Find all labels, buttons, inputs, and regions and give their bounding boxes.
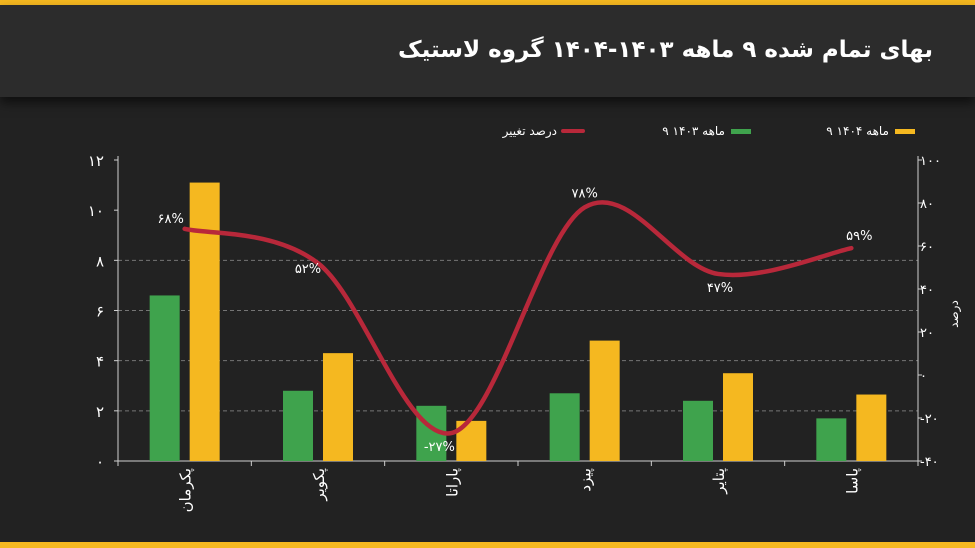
y-right-axis-label: درصد	[947, 300, 962, 328]
y-right-tick-label: ۰	[920, 369, 927, 384]
line-data-label: -۲۷%	[424, 440, 455, 455]
category-label: پتایر	[710, 468, 729, 495]
y-left-tick-label: ۶	[96, 303, 104, 321]
bar-1403	[549, 393, 580, 461]
y-right-tick-label: ۱۰۰	[920, 154, 941, 169]
category-label: پیزد	[577, 468, 596, 492]
line-data-label: ۵۲%	[295, 262, 321, 277]
bar-1404	[589, 340, 620, 461]
category-label: پکویر	[310, 468, 329, 502]
y-left-tick-label: ۸	[96, 252, 104, 270]
bar-1404	[323, 353, 353, 461]
bar-1403	[683, 400, 713, 461]
bar-1403	[149, 295, 180, 461]
bar-1404	[856, 394, 887, 461]
bottom-accent-bar	[0, 542, 975, 548]
y-right-tick-label: ۴۰	[920, 283, 934, 298]
y-left-tick-label: ۰	[96, 453, 104, 471]
category-label: پکرمان	[177, 468, 196, 512]
line-data-label: ۴۷%	[707, 281, 733, 296]
line-data-label: ۵۹%	[846, 229, 872, 244]
bar-1404	[189, 182, 220, 461]
y-left-tick-label: ۱۰	[88, 202, 104, 220]
line-data-label: ۷۸%	[572, 186, 598, 201]
bar-1404	[723, 373, 753, 461]
category-label: پاسا	[843, 468, 862, 494]
legend-label: درصد تغییر	[502, 124, 557, 139]
header-panel: بهای تمام شده ۹ ماهه ۱۴۰۳-۱۴۰۴ گروه لاست…	[0, 5, 975, 97]
y-left-tick-label: ۴	[96, 353, 104, 371]
percent-change-line	[182, 200, 854, 436]
y-right-tick-label: ۶۰	[920, 240, 934, 255]
legend-label: ۹ ماهه ۱۴۰۴	[826, 124, 889, 138]
y-right-tick-label: ۸۰	[920, 197, 934, 212]
bar-1403	[283, 390, 313, 461]
legend-swatch-bar	[731, 129, 751, 134]
bar-1403	[816, 418, 847, 461]
line-data-label: ۶۸%	[158, 212, 184, 227]
chart-title: بهای تمام شده ۹ ماهه ۱۴۰۳-۱۴۰۴ گروه لاست…	[398, 37, 933, 63]
legend-swatch-bar	[895, 129, 915, 134]
y-right-tick-label: -۴۰	[920, 455, 939, 470]
y-left-tick-label: ۱۲	[88, 152, 104, 170]
legend-label: ۹ ماهه ۱۴۰۳	[662, 124, 725, 138]
y-right-tick-label: ۲۰	[920, 326, 934, 341]
category-label: پاراتا	[443, 468, 462, 497]
top-accent-bar	[0, 0, 975, 5]
y-right-tick-label: -۲۰	[920, 412, 939, 427]
y-left-tick-label: ۲	[96, 403, 104, 421]
